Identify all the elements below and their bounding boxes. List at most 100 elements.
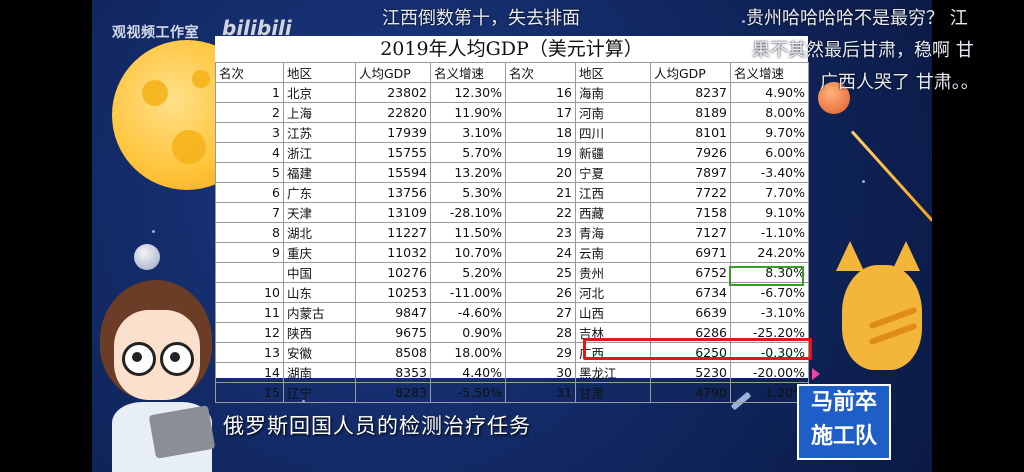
value-cell: 6286 — [650, 322, 731, 343]
value-cell: 8508 — [355, 342, 431, 363]
value-cell: 24.20% — [730, 242, 809, 263]
value-cell: 13 — [215, 342, 284, 363]
region-cell: 重庆 — [283, 242, 356, 263]
value-cell: 28 — [505, 322, 576, 343]
value-cell: 7722 — [650, 182, 731, 203]
value-cell: 7.70% — [730, 182, 809, 203]
value-cell: 23 — [505, 222, 576, 243]
value-cell: -25.20% — [730, 322, 809, 343]
logo-line-2: 施工队 — [810, 424, 877, 449]
region-cell: 安徽 — [283, 342, 356, 363]
star-decoration — [742, 20, 745, 23]
value-cell: 7926 — [650, 142, 731, 163]
value-cell: -6.70% — [730, 282, 809, 303]
star-decoration — [152, 230, 155, 233]
value-cell: 8 — [215, 222, 284, 243]
value-cell: -5.50% — [430, 382, 506, 403]
table-row: 2 上海 22820 11.90% 17 河南 8189 8.00% — [215, 102, 809, 123]
video-player[interactable]: 观视频工作室 bilibili 2019年人均GDP（美元计算） — [92, 0, 932, 472]
region-cell: 宁夏 — [575, 162, 651, 183]
highlight-box-green — [729, 266, 804, 286]
planet-illustration — [818, 82, 850, 114]
value-cell: 6639 — [650, 302, 731, 323]
logo-line-1: 马前卒 — [810, 390, 877, 415]
value-cell: 13756 — [355, 182, 431, 203]
value-cell: -3.10% — [730, 302, 809, 323]
value-cell: 11.90% — [430, 102, 506, 123]
value-cell: -3.40% — [730, 162, 809, 183]
value-cell: 25 — [505, 262, 576, 283]
value-cell: 6752 — [650, 262, 731, 283]
value-cell: 4.90% — [730, 82, 809, 103]
value-cell: 24 — [505, 242, 576, 263]
table-row: 中国 10276 5.20% 25 贵州 6752 8.30% — [215, 262, 809, 283]
value-cell: 23802 — [355, 82, 431, 103]
gdp-table-panel: 2019年人均GDP（美元计算） 名次 地区 人均GDP 名义增速 名次 地区 人均GDP 名… — [215, 36, 809, 403]
column-header: 名次 — [215, 62, 284, 83]
channel-logo: 马前卒 施工队 — [797, 384, 891, 460]
table-row: 9 重庆 11032 10.70% 24 云南 6971 24.20% — [215, 242, 809, 263]
value-cell: 14 — [215, 362, 284, 383]
value-cell: 7158 — [650, 202, 731, 223]
region-cell: 青海 — [575, 222, 651, 243]
danmaku-comment: 江西倒数第十，失去排面 — [382, 8, 580, 29]
region-cell: 江苏 — [283, 122, 356, 143]
table-row: 14 湖南 8353 4.40% 30 黑龙江 5230 -20.00% — [215, 362, 809, 383]
value-cell: 8101 — [650, 122, 731, 143]
region-cell: 云南 — [575, 242, 651, 263]
region-cell: 黑龙江 — [575, 362, 651, 383]
value-cell: 11227 — [355, 222, 431, 243]
region-cell: 湖北 — [283, 222, 356, 243]
value-cell: 12.30% — [430, 82, 506, 103]
value-cell: 31 — [505, 382, 576, 403]
value-cell: 6.00% — [730, 142, 809, 163]
region-cell: 江西 — [575, 182, 651, 203]
value-cell: 20 — [505, 162, 576, 183]
comet-line — [850, 130, 932, 222]
danmaku-comment: 广西人哭了 甘肃。。 — [820, 72, 979, 93]
value-cell: 12 — [215, 322, 284, 343]
table-row: 7 天津 13109 -28.10% 22 西藏 7158 9.10% — [215, 202, 809, 223]
value-cell: 9.10% — [730, 202, 809, 223]
value-cell: 30 — [505, 362, 576, 383]
region-cell: 陕西 — [283, 322, 356, 343]
value-cell: 22820 — [355, 102, 431, 123]
value-cell: 3.10% — [430, 122, 506, 143]
table-row: 6 广东 13756 5.30% 21 江西 7722 7.70% — [215, 182, 809, 203]
danmaku-comment: 果不其然最后甘肃，稳啊 甘 — [752, 40, 974, 61]
table-row: 3 江苏 17939 3.10% 18 四川 8101 9.70% — [215, 122, 809, 143]
value-cell: 13.20% — [430, 162, 506, 183]
table-title: 2019年人均GDP（美元计算） — [380, 38, 643, 60]
value-cell: 11 — [215, 302, 284, 323]
region-cell: 辽宁 — [283, 382, 356, 403]
highlight-box-red — [583, 338, 812, 360]
table-row: 5 福建 15594 13.20% 20 宁夏 7897 -3.40% — [215, 162, 809, 183]
value-cell: 9675 — [355, 322, 431, 343]
value-cell: 6734 — [650, 282, 731, 303]
region-cell: 广东 — [283, 182, 356, 203]
table-row: 8 湖北 11227 11.50% 23 青海 7127 -1.10% — [215, 222, 809, 243]
region-cell: 内蒙古 — [283, 302, 356, 323]
region-cell: 甘肃 — [575, 382, 651, 403]
value-cell: 10253 — [355, 282, 431, 303]
value-cell: 15594 — [355, 162, 431, 183]
table-row: 1 北京 23802 12.30% 16 海南 8237 4.90% — [215, 82, 809, 103]
value-cell: 3 — [215, 122, 284, 143]
column-header: 地区 — [575, 62, 651, 83]
region-cell: 福建 — [283, 162, 356, 183]
pointer-icon — [812, 368, 820, 380]
value-cell: 17939 — [355, 122, 431, 143]
gdp-table: 名次 地区 人均GDP 名义增速 名次 地区 人均GDP 名义增速 1 北京 23802 12.30… — [215, 62, 809, 403]
planet-illustration — [134, 244, 160, 270]
value-cell: 26 — [505, 282, 576, 303]
value-cell: 2 — [215, 102, 284, 123]
value-cell: 18 — [505, 122, 576, 143]
value-cell: 17 — [505, 102, 576, 123]
value-cell: 8237 — [650, 82, 731, 103]
value-cell: -4.60% — [430, 302, 506, 323]
value-cell: 6 — [215, 182, 284, 203]
column-header: 人均GDP — [355, 62, 431, 83]
value-cell: 5230 — [650, 362, 731, 383]
cat-illustration — [822, 235, 932, 375]
table-row: 15 辽宁 8283 -5.50% 31 甘肃 4790 1.20% — [215, 382, 809, 403]
